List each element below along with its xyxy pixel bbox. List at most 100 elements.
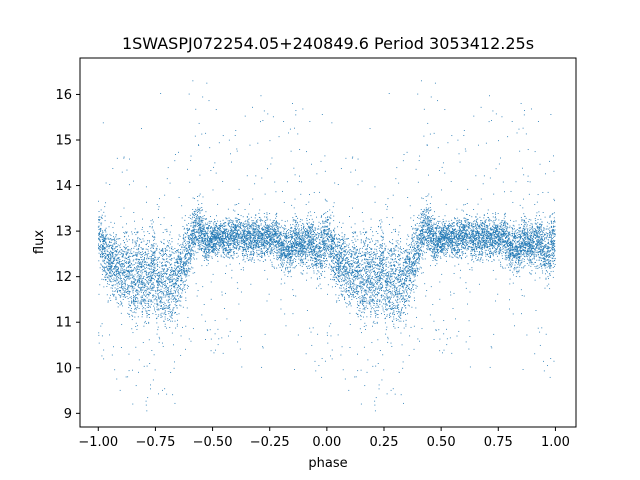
data-point <box>300 257 302 259</box>
data-point <box>338 263 340 265</box>
data-point <box>301 181 303 183</box>
data-point <box>242 230 244 232</box>
data-point <box>188 242 190 244</box>
data-point <box>273 266 275 268</box>
data-point <box>101 268 103 270</box>
data-point <box>199 212 201 214</box>
data-point <box>116 273 118 274</box>
data-point <box>222 249 224 251</box>
data-point <box>445 220 447 222</box>
data-point <box>463 229 465 231</box>
data-point <box>100 264 102 266</box>
data-point <box>280 250 282 252</box>
data-point <box>366 290 368 292</box>
data-point <box>508 235 510 237</box>
data-point <box>303 253 305 255</box>
data-point <box>397 279 398 281</box>
data-point <box>214 228 216 230</box>
data-point <box>238 229 240 231</box>
data-point <box>460 238 462 240</box>
data-point <box>389 282 391 284</box>
data-point <box>359 284 361 286</box>
data-point <box>240 238 242 240</box>
data-point <box>495 228 497 230</box>
data-point <box>118 268 119 270</box>
data-point <box>543 229 544 231</box>
data-point <box>501 220 503 222</box>
data-point <box>439 247 441 249</box>
data-point <box>294 228 296 230</box>
data-point <box>192 235 193 237</box>
data-point <box>181 269 182 271</box>
data-point <box>327 234 328 236</box>
data-point <box>463 228 465 230</box>
data-point <box>154 276 156 278</box>
data-point <box>549 376 551 378</box>
data-point <box>178 276 180 278</box>
data-point <box>299 246 301 248</box>
data-point <box>101 256 103 258</box>
data-point <box>413 274 415 276</box>
data-point <box>431 228 433 229</box>
data-point <box>170 371 172 373</box>
data-point <box>290 227 292 229</box>
data-point <box>393 264 395 266</box>
data-point <box>260 95 262 97</box>
data-point <box>376 272 378 274</box>
data-point <box>145 292 147 294</box>
data-point <box>412 268 414 270</box>
data-point <box>393 323 395 325</box>
data-point <box>308 233 310 235</box>
data-point <box>456 247 458 248</box>
data-point <box>434 265 436 267</box>
data-point <box>367 308 369 309</box>
data-point <box>152 254 154 256</box>
data-point <box>371 248 373 250</box>
data-point <box>411 265 413 267</box>
data-point <box>164 283 166 285</box>
data-point <box>480 226 481 228</box>
data-point <box>347 238 349 240</box>
data-point <box>276 233 278 235</box>
data-point <box>176 295 178 297</box>
data-point <box>323 232 325 234</box>
data-point <box>228 247 229 248</box>
data-point <box>324 247 326 248</box>
data-point <box>495 168 497 170</box>
data-point <box>532 229 534 231</box>
data-point <box>315 263 317 265</box>
data-point <box>278 245 280 247</box>
data-point <box>276 247 278 249</box>
data-point <box>216 230 218 232</box>
data-point <box>386 216 388 218</box>
data-point <box>294 254 296 256</box>
data-point <box>296 256 297 258</box>
data-point <box>171 279 173 281</box>
data-point <box>337 272 339 274</box>
data-point <box>505 253 506 254</box>
data-point <box>367 277 369 279</box>
data-point <box>295 229 297 231</box>
data-point <box>431 234 433 235</box>
data-point <box>331 349 333 351</box>
data-point <box>357 265 359 267</box>
data-point <box>522 244 524 246</box>
data-point <box>541 241 543 243</box>
data-point <box>307 226 309 228</box>
data-point <box>187 236 189 238</box>
data-point <box>174 160 176 162</box>
data-point <box>249 254 251 256</box>
data-point <box>124 291 126 293</box>
data-point <box>390 312 392 314</box>
data-point <box>459 229 461 231</box>
data-point <box>342 259 344 261</box>
data-point <box>322 234 324 236</box>
data-point <box>361 259 363 261</box>
data-point <box>345 273 347 274</box>
data-point <box>405 266 407 268</box>
data-point <box>423 108 425 110</box>
data-point <box>527 181 529 183</box>
data-point <box>220 237 222 239</box>
data-point <box>338 279 340 281</box>
data-point <box>472 223 474 225</box>
